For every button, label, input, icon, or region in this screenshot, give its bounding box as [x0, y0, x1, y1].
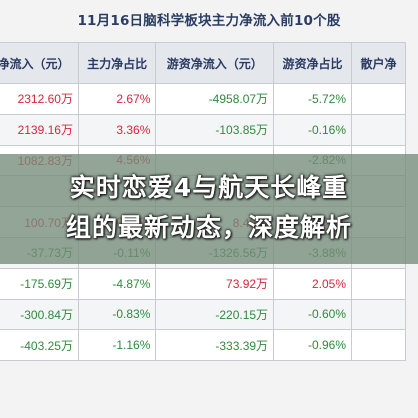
cell-main-ratio: -4.87%	[77, 267, 157, 300]
cell-net-inflow: -300.84万	[0, 298, 79, 331]
cell-net-inflow: -403.25万	[0, 329, 79, 362]
table-row: -175.69万 -4.87% 73.92万 2.05%	[0, 267, 406, 300]
col-header-main-ratio: 主力净占比	[77, 42, 157, 84]
cell-retail	[351, 83, 406, 115]
cell-main-ratio: -0.83%	[77, 298, 157, 331]
cell-hot-money-inflow: -220.15万	[155, 298, 275, 331]
col-header-retail: 散户净	[351, 42, 406, 84]
cell-retail	[351, 267, 406, 300]
table-row: 2312.60万 2.67% -4958.07万 -5.72%	[0, 83, 406, 115]
cell-hot-money-ratio: -0.16%	[273, 113, 353, 146]
cell-net-inflow: -175.69万	[0, 267, 79, 300]
cell-hot-money-inflow: -4958.07万	[155, 83, 275, 115]
cell-retail	[351, 113, 406, 146]
cell-hot-money-ratio: -0.60%	[273, 298, 353, 331]
cell-hot-money-ratio: -5.72%	[273, 83, 353, 115]
headline-overlay	[0, 154, 418, 264]
table-row: -403.25万 -1.16% -333.39万 -0.96%	[0, 329, 406, 362]
cell-retail	[351, 298, 406, 331]
col-header-hot-money-inflow: 游资净流入（元）	[155, 42, 275, 84]
col-header-hot-money-ratio: 游资净占比	[273, 42, 353, 84]
table-row: 2139.16万 3.36% -103.85万 -0.16%	[0, 113, 406, 146]
cell-hot-money-ratio: -0.96%	[273, 329, 353, 362]
table-row: -300.84万 -0.83% -220.15万 -0.60%	[0, 298, 406, 331]
cell-main-ratio: -1.16%	[77, 329, 157, 362]
cell-hot-money-inflow: -103.85万	[155, 113, 275, 146]
cell-hot-money-inflow: -333.39万	[155, 329, 275, 362]
cell-hot-money-ratio: 2.05%	[273, 267, 353, 300]
cell-hot-money-inflow: 73.92万	[155, 267, 275, 300]
headline-line-2: 组的最新动态，深度解析	[65, 213, 352, 242]
cell-retail	[351, 329, 406, 362]
table-title: 11月16日脑科学板块主力净流入前10个股	[0, 0, 418, 42]
cell-net-inflow: 2312.60万	[0, 83, 79, 115]
header-row: 净流入（元） 主力净占比 游资净流入（元） 游资净占比 散户净	[0, 42, 406, 84]
headline-line-1: 实时恋爱4与航天长峰重	[69, 173, 349, 202]
cell-net-inflow: 2139.16万	[0, 113, 79, 146]
cell-main-ratio: 3.36%	[77, 113, 157, 146]
cell-main-ratio: 2.67%	[77, 83, 157, 115]
col-header-net-inflow: 净流入（元）	[0, 42, 79, 84]
